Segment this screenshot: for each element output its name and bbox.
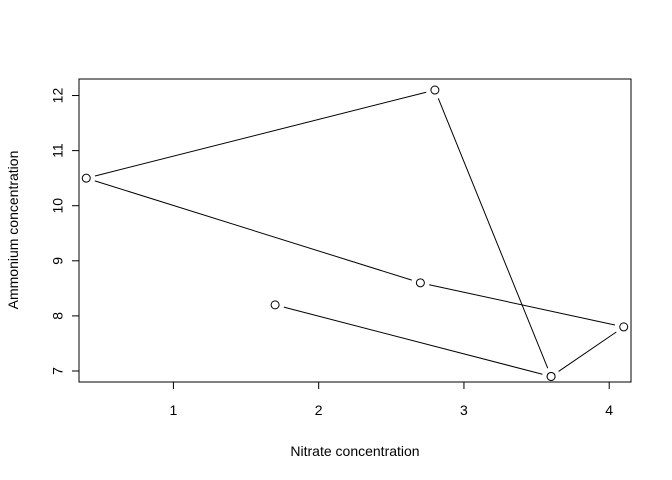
x-axis: 1 2 3 4 <box>170 381 613 418</box>
y-tick-label: 9 <box>50 257 66 265</box>
plot-frame <box>78 78 632 383</box>
x-tick-label: 3 <box>460 402 468 418</box>
series-points <box>81 85 629 381</box>
data-point <box>415 278 425 288</box>
y-tick-label: 7 <box>50 367 66 375</box>
data-point <box>270 300 280 310</box>
series-segment <box>94 91 427 177</box>
y-tick-label: 8 <box>50 312 66 320</box>
y-tick-label: 10 <box>50 198 66 214</box>
series-segment <box>94 180 412 281</box>
x-tick-label: 4 <box>605 402 613 418</box>
data-point <box>81 173 91 183</box>
series-segment <box>437 98 549 369</box>
data-point <box>619 322 629 332</box>
x-tick-label: 1 <box>170 402 178 418</box>
data-point <box>430 85 440 95</box>
y-tick-label: 12 <box>50 88 66 104</box>
series-segment <box>283 306 543 375</box>
data-point <box>546 371 556 381</box>
y-tick-label: 11 <box>50 143 66 158</box>
series-lines <box>94 91 617 375</box>
y-axis: 7 8 9 10 11 12 <box>50 88 80 375</box>
series-segment <box>558 331 617 372</box>
y-axis-label: Ammonium concentration <box>5 151 21 310</box>
x-tick-label: 2 <box>315 402 323 418</box>
x-axis-label: Nitrate concentration <box>290 443 419 459</box>
